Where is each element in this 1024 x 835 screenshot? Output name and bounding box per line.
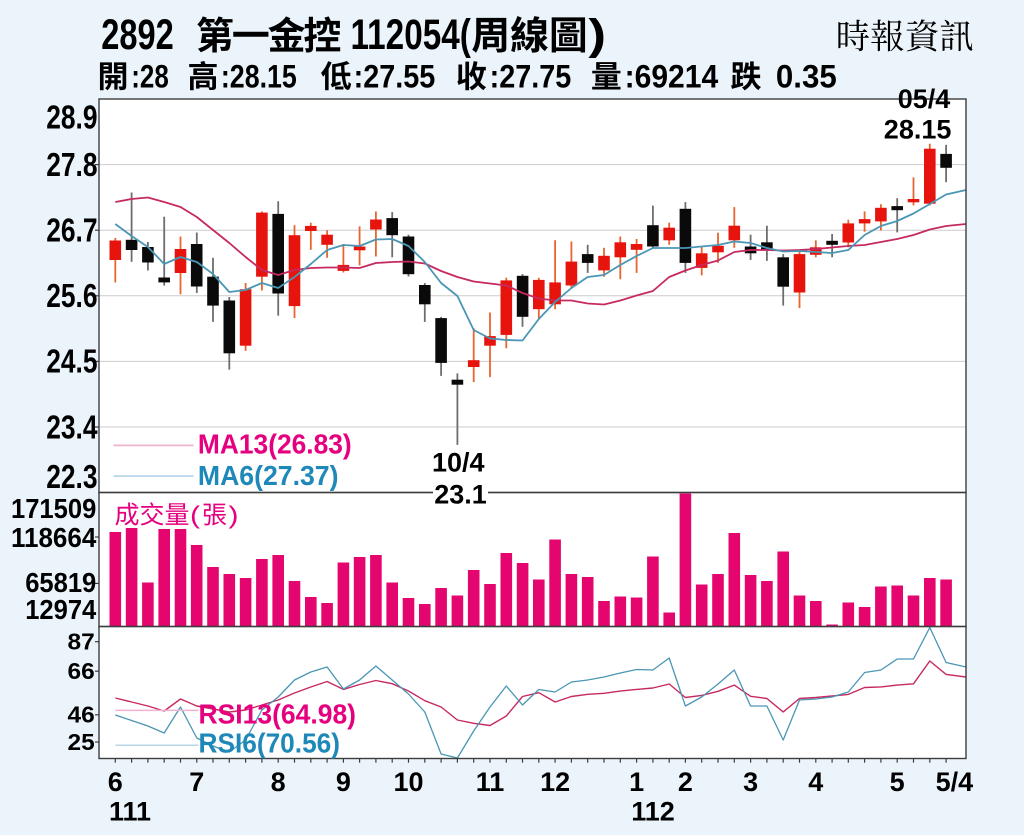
svg-text::27.75: :27.75 [490, 59, 572, 95]
svg-text:111: 111 [109, 797, 151, 827]
svg-text:10: 10 [393, 767, 423, 797]
svg-text:26.7: 26.7 [46, 212, 97, 249]
svg-text:1: 1 [629, 767, 644, 797]
svg-text::69214: :69214 [625, 59, 719, 95]
svg-text:28.15: 28.15 [884, 115, 952, 145]
svg-text:MA13(26.83): MA13(26.83) [198, 429, 352, 460]
svg-text:11: 11 [476, 767, 505, 797]
svg-text:4: 4 [808, 767, 823, 797]
svg-text:2: 2 [678, 767, 693, 797]
svg-text:23.4: 23.4 [46, 408, 98, 445]
svg-text:112054(: 112054( [351, 11, 472, 59]
svg-text::27.55: :27.55 [354, 59, 436, 95]
svg-text:25.6: 25.6 [46, 277, 97, 314]
svg-text:05/4: 05/4 [898, 84, 951, 114]
svg-text:23.1: 23.1 [434, 480, 487, 510]
svg-text:118664: 118664 [11, 522, 97, 553]
svg-text:): ) [229, 502, 239, 530]
svg-text:9: 9 [336, 767, 351, 797]
svg-text:(: ( [190, 502, 201, 530]
svg-text:RSI13(64.98): RSI13(64.98) [199, 699, 357, 730]
svg-text:66: 66 [68, 658, 95, 684]
svg-text:10/4: 10/4 [432, 448, 485, 478]
svg-text:25: 25 [68, 729, 95, 755]
svg-text:22.3: 22.3 [46, 458, 97, 495]
svg-text:12: 12 [540, 767, 570, 797]
svg-text:7: 7 [189, 767, 204, 797]
svg-text:0.35: 0.35 [776, 59, 837, 95]
svg-text:5: 5 [890, 767, 905, 797]
svg-text:171509: 171509 [11, 493, 96, 524]
svg-text:27.8: 27.8 [46, 146, 97, 183]
svg-text:24.5: 24.5 [46, 343, 97, 380]
svg-text:28.9: 28.9 [46, 98, 97, 135]
svg-text:RSI6(70.56): RSI6(70.56) [199, 728, 341, 759]
svg-text:2892: 2892 [101, 11, 174, 59]
svg-text:87: 87 [68, 629, 95, 655]
svg-text:8: 8 [271, 767, 286, 797]
svg-text:3: 3 [743, 767, 758, 797]
svg-text::28.15: :28.15 [221, 59, 297, 95]
svg-text:6: 6 [108, 767, 123, 797]
svg-text::28: :28 [131, 59, 169, 95]
svg-text:12974: 12974 [25, 594, 96, 625]
svg-text:112: 112 [631, 797, 675, 827]
svg-text:46: 46 [68, 702, 95, 728]
svg-text:65819: 65819 [25, 567, 96, 598]
svg-text:MA6(27.37): MA6(27.37) [198, 460, 339, 491]
svg-text:5/4: 5/4 [936, 767, 974, 797]
svg-text:): ) [588, 11, 606, 59]
